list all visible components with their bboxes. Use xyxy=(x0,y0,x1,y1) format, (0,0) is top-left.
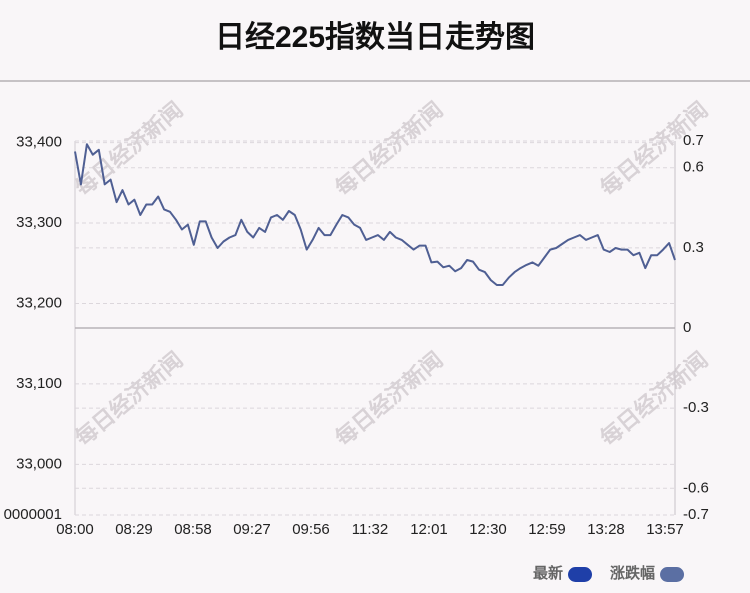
x-tick-label: 12:01 xyxy=(410,521,448,538)
x-tick-label: 09:56 xyxy=(292,521,330,538)
x-tick-label: 08:00 xyxy=(56,521,94,538)
legend-swatch xyxy=(568,567,593,582)
y-tick-label: 33,100 xyxy=(16,375,62,392)
x-tick-label: 12:30 xyxy=(469,521,507,538)
y-tick-label: 0000001 xyxy=(4,506,62,523)
x-tick-label: 12:59 xyxy=(528,521,566,538)
y-tick-label: 33,200 xyxy=(16,294,62,311)
legend-swatch xyxy=(660,567,685,582)
x-tick-label: 11:32 xyxy=(352,521,388,538)
x-tick-label: 13:28 xyxy=(587,521,625,538)
y2-tick-label: -0.3 xyxy=(683,399,709,416)
y2-tick-label: 0.7 xyxy=(683,132,704,149)
y2-tick-label: 0.3 xyxy=(683,239,704,256)
x-tick-label: 08:29 xyxy=(115,521,153,538)
x-tick-label: 09:27 xyxy=(233,521,271,538)
chart-title: 日经225指数当日走势图 xyxy=(215,20,535,54)
x-tick-label: 08:58 xyxy=(174,521,212,538)
legend-label: 涨跌幅 xyxy=(610,564,655,582)
x-tick-label: 13:57 xyxy=(646,521,684,538)
y-tick-label: 33,300 xyxy=(16,214,62,231)
y2-tick-label: 0 xyxy=(683,319,691,336)
legend-label: 最新 xyxy=(533,564,563,582)
y2-tick-label: -0.7 xyxy=(683,506,709,523)
y2-tick-label: 0.6 xyxy=(683,159,704,176)
price-line xyxy=(74,143,676,286)
y-tick-label: 33,400 xyxy=(16,134,62,151)
y2-tick-label: -0.6 xyxy=(683,479,709,496)
y-tick-label: 33,000 xyxy=(16,455,62,472)
